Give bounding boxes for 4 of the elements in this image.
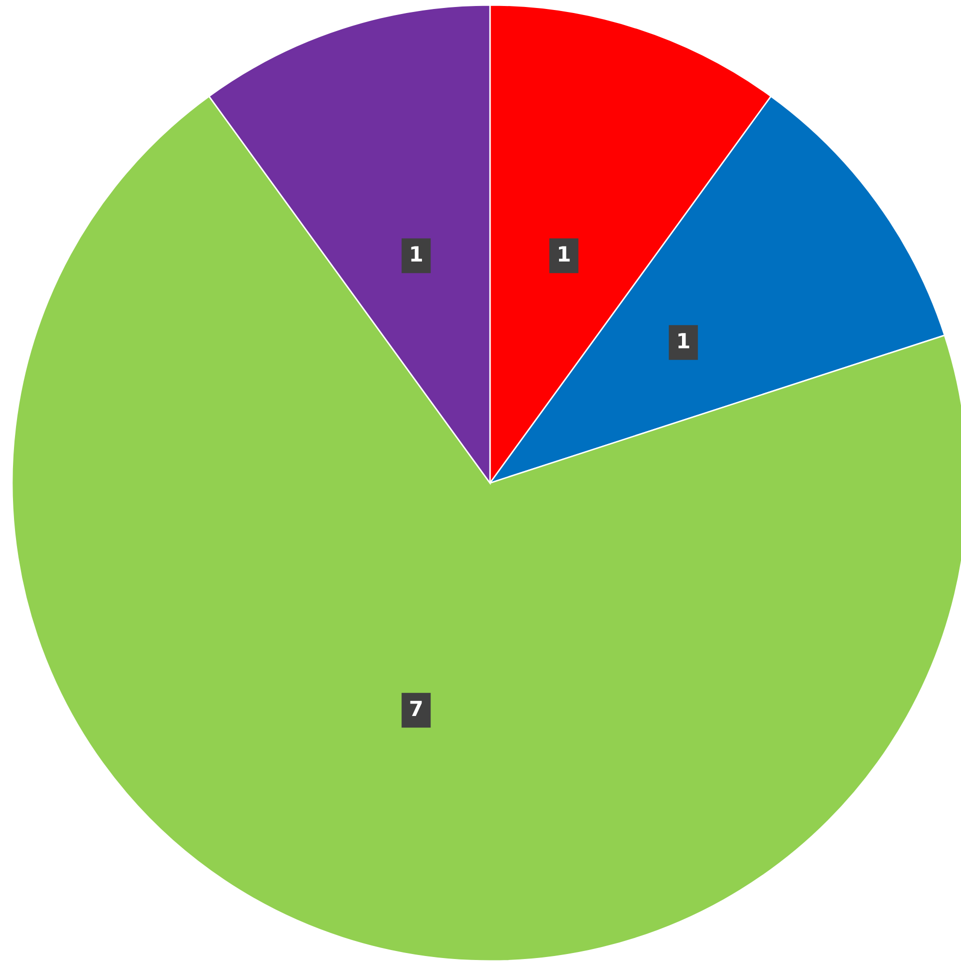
data-label: 1 <box>411 246 422 262</box>
data-label: 7 <box>410 700 422 716</box>
data-label: 1 <box>558 246 570 262</box>
data-label: 1 <box>678 333 690 348</box>
